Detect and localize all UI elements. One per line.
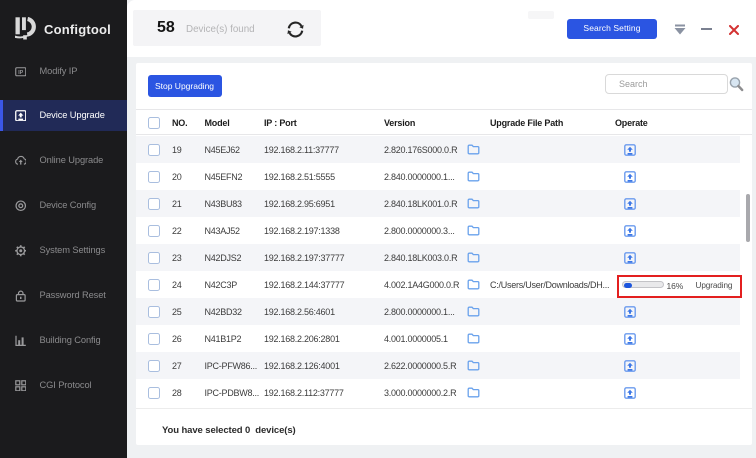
svg-text:IP: IP	[18, 70, 23, 76]
